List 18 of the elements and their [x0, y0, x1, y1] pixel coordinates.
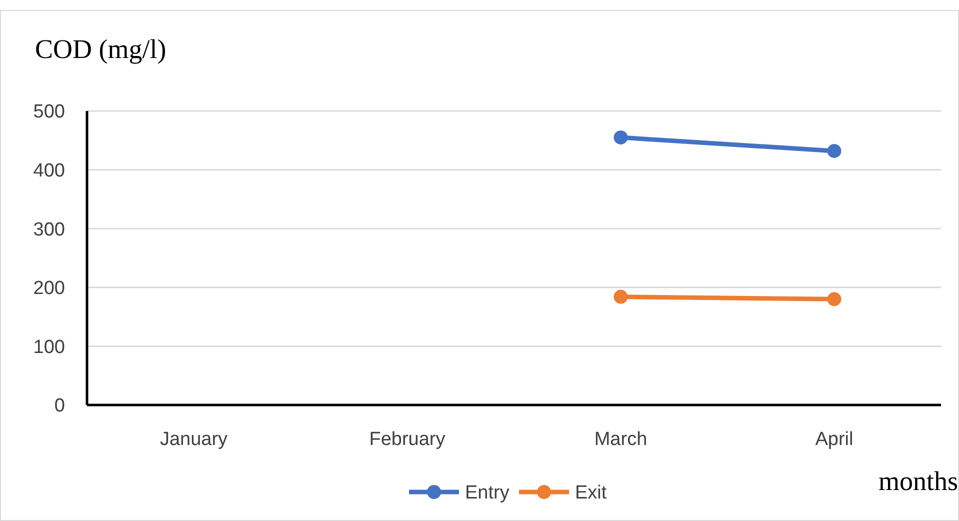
point	[614, 130, 628, 144]
x-axis-title: months	[878, 466, 958, 496]
point	[827, 292, 842, 306]
point	[827, 144, 842, 158]
x-tick-label: April	[815, 429, 854, 450]
y-axis-title: COD (mg/l)	[35, 34, 166, 64]
point	[614, 290, 628, 304]
y-tick-label: 0	[54, 396, 65, 417]
y-tick-label: 200	[33, 278, 65, 300]
x-tick-label: January	[160, 429, 228, 450]
y-tick-label: 100	[33, 336, 65, 358]
y-tick-label: 300	[33, 219, 65, 240]
y-tick-label: 500	[33, 102, 65, 123]
x-tick-label: February	[369, 429, 446, 450]
legend-label: Entry	[465, 482, 510, 504]
y-tick-label: 400	[33, 160, 65, 182]
x-tick-label: March	[594, 429, 648, 450]
legend-label: Exit	[575, 482, 608, 504]
